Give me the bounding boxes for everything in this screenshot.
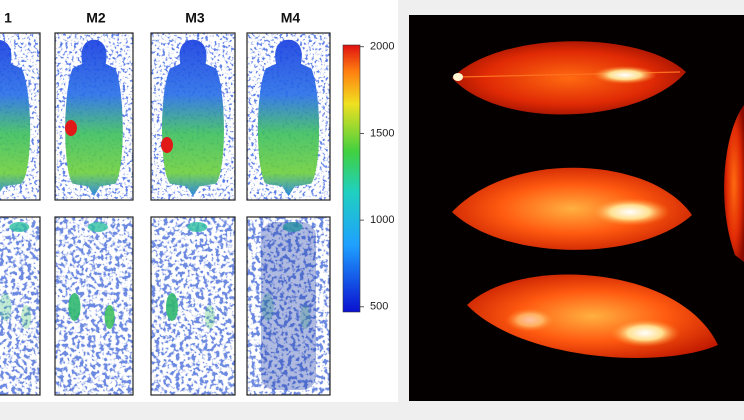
organ-signal bbox=[104, 305, 115, 329]
colorbar-tick-label: 2000 bbox=[370, 41, 394, 53]
speckle bbox=[151, 217, 235, 395]
hot-spot bbox=[161, 137, 173, 153]
colorbar-tick-label: 1000 bbox=[370, 214, 394, 226]
leaf bbox=[724, 105, 744, 262]
organ-signal bbox=[0, 293, 12, 321]
speckle bbox=[55, 217, 133, 395]
body-signal bbox=[261, 222, 316, 390]
leaf bbox=[452, 167, 692, 250]
organ-signal bbox=[68, 293, 81, 321]
fluorescence-spot bbox=[505, 308, 555, 332]
fluorescence-spot bbox=[593, 66, 657, 84]
panel-label: M3 bbox=[185, 10, 205, 26]
fluorescence-spot bbox=[453, 73, 463, 81]
organ-signal bbox=[21, 305, 32, 329]
panel-label: M2 bbox=[86, 10, 106, 26]
organ-signal bbox=[204, 305, 215, 329]
colorbar-ticks: 500 1000 1500 2000 bbox=[360, 41, 394, 313]
frame-border bbox=[150, 216, 236, 396]
organ-signal bbox=[282, 222, 303, 232]
frame-border bbox=[246, 32, 331, 201]
panel-labels: 1 M2 M3 M4 bbox=[4, 10, 300, 26]
fluorescence-spot bbox=[590, 198, 670, 226]
speckle bbox=[247, 217, 330, 395]
frame-border bbox=[54, 216, 134, 396]
speckle bbox=[0, 217, 40, 395]
mouse-frames bbox=[0, 32, 331, 396]
organ-signal bbox=[166, 293, 178, 321]
frame-border bbox=[0, 32, 41, 201]
leaf bbox=[452, 41, 686, 115]
organ-signal bbox=[187, 222, 208, 232]
organ-signal bbox=[300, 305, 311, 329]
colorbar-tick-label: 500 bbox=[370, 301, 388, 313]
organ-signal bbox=[9, 222, 30, 232]
fluorescence-spot bbox=[610, 319, 680, 347]
organ-signal bbox=[261, 293, 274, 321]
frame-border bbox=[246, 216, 331, 396]
panel-label: M4 bbox=[281, 10, 301, 26]
organ-signal bbox=[87, 222, 108, 232]
colorbar-tick-label: 1500 bbox=[370, 127, 394, 139]
hot-spot bbox=[65, 120, 77, 136]
frame-border bbox=[54, 32, 134, 201]
frame-border bbox=[150, 32, 236, 201]
colorbar bbox=[342, 44, 361, 313]
panel-label: 1 bbox=[4, 10, 12, 26]
frame-border bbox=[0, 216, 41, 396]
